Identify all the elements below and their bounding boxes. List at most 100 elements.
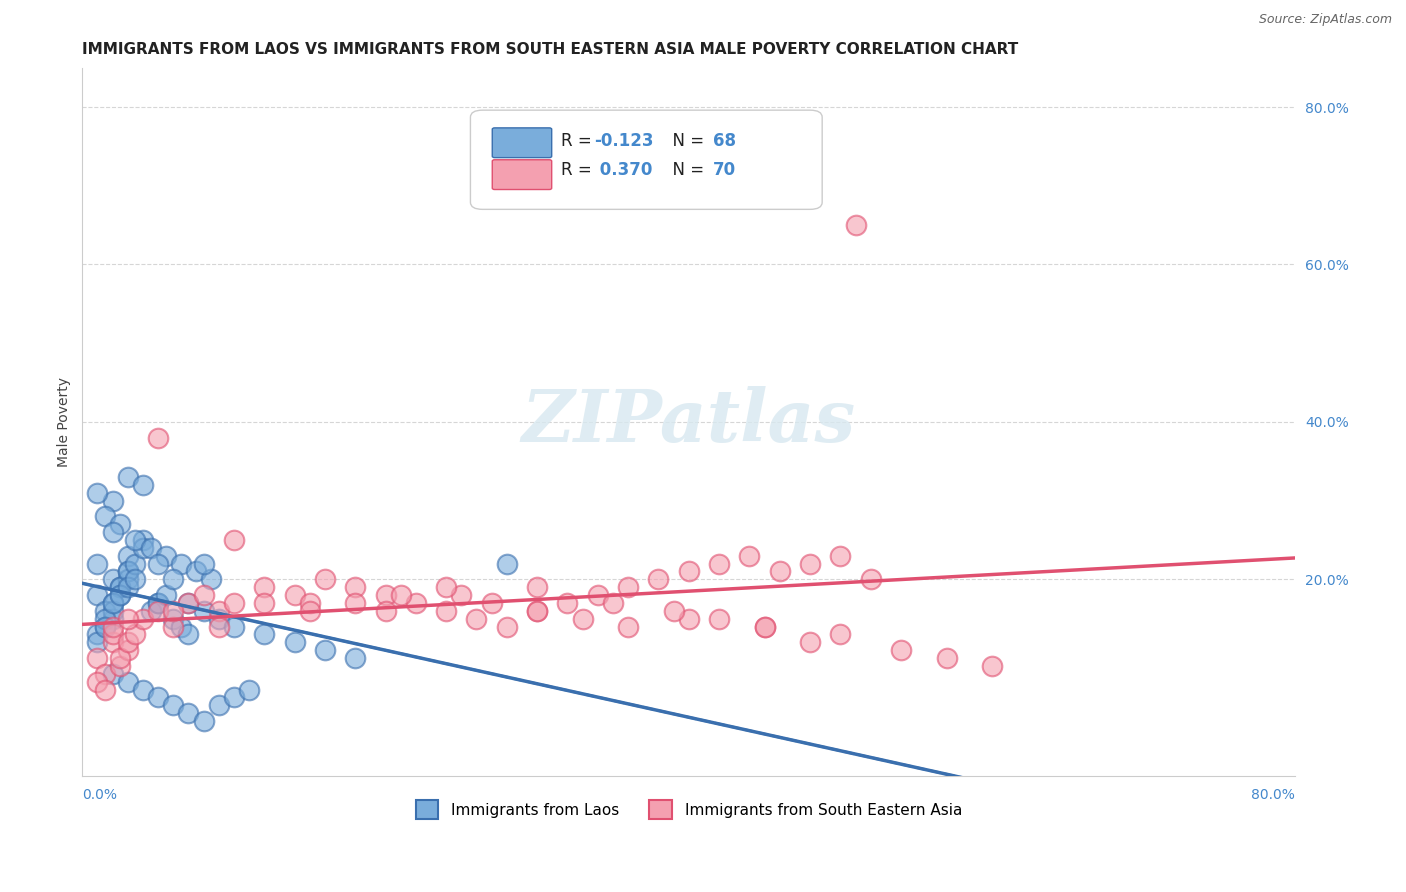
Point <box>146 604 169 618</box>
Point <box>434 580 457 594</box>
Point <box>253 580 276 594</box>
Point <box>754 619 776 633</box>
Point <box>94 619 117 633</box>
Point <box>799 557 821 571</box>
Point <box>124 533 146 547</box>
Point <box>738 549 761 563</box>
Point <box>86 485 108 500</box>
Point <box>117 674 139 689</box>
Text: ZIPatlas: ZIPatlas <box>522 386 856 458</box>
Point <box>283 588 305 602</box>
Point <box>374 604 396 618</box>
Point <box>94 604 117 618</box>
Point <box>193 588 215 602</box>
Point <box>132 478 155 492</box>
Point <box>117 612 139 626</box>
Point <box>108 588 131 602</box>
Point <box>101 525 124 540</box>
Point <box>101 596 124 610</box>
Point <box>94 682 117 697</box>
Point <box>101 573 124 587</box>
Point <box>662 604 685 618</box>
Point <box>890 643 912 657</box>
Point <box>314 643 336 657</box>
Point <box>94 666 117 681</box>
Point <box>132 682 155 697</box>
Point <box>647 573 669 587</box>
Point <box>117 580 139 594</box>
Point <box>450 588 472 602</box>
Text: 0.0%: 0.0% <box>83 788 117 802</box>
Text: Source: ZipAtlas.com: Source: ZipAtlas.com <box>1258 13 1392 27</box>
Point <box>184 565 207 579</box>
Point <box>208 619 231 633</box>
Point <box>283 635 305 649</box>
Point <box>101 493 124 508</box>
Text: N =: N = <box>662 161 710 179</box>
Point <box>222 533 245 547</box>
Point <box>238 682 260 697</box>
Point <box>86 627 108 641</box>
Point <box>117 643 139 657</box>
Point <box>344 596 367 610</box>
FancyBboxPatch shape <box>471 110 823 210</box>
Point <box>526 604 548 618</box>
Point <box>117 573 139 587</box>
Point <box>94 612 117 626</box>
Point <box>101 627 124 641</box>
Point <box>146 690 169 705</box>
Point <box>162 619 184 633</box>
Point <box>298 604 321 618</box>
Point <box>208 698 231 713</box>
Point <box>374 588 396 602</box>
Point <box>117 470 139 484</box>
Point <box>208 604 231 618</box>
Point <box>389 588 412 602</box>
Point <box>162 573 184 587</box>
Point <box>101 619 124 633</box>
Point <box>146 557 169 571</box>
Point <box>707 557 730 571</box>
Point <box>86 651 108 665</box>
Point <box>193 557 215 571</box>
Point <box>86 635 108 649</box>
Point <box>571 612 593 626</box>
Point <box>557 596 579 610</box>
Point <box>859 573 882 587</box>
Point <box>344 580 367 594</box>
Point <box>200 573 222 587</box>
Point <box>799 635 821 649</box>
Point <box>94 509 117 524</box>
Point <box>678 565 700 579</box>
Point <box>222 690 245 705</box>
Point <box>101 604 124 618</box>
Text: R =: R = <box>561 132 598 150</box>
Point <box>162 604 184 618</box>
Point <box>170 619 193 633</box>
Point <box>117 635 139 649</box>
Point <box>146 596 169 610</box>
Text: 80.0%: 80.0% <box>1251 788 1295 802</box>
Point <box>617 619 640 633</box>
Point <box>108 580 131 594</box>
Legend: Immigrants from Laos, Immigrants from South Eastern Asia: Immigrants from Laos, Immigrants from So… <box>409 795 969 825</box>
Point <box>177 596 200 610</box>
Point <box>101 666 124 681</box>
Text: IMMIGRANTS FROM LAOS VS IMMIGRANTS FROM SOUTH EASTERN ASIA MALE POVERTY CORRELAT: IMMIGRANTS FROM LAOS VS IMMIGRANTS FROM … <box>83 42 1018 57</box>
Y-axis label: Male Poverty: Male Poverty <box>58 377 72 467</box>
Point <box>935 651 957 665</box>
Text: N =: N = <box>662 132 710 150</box>
Point <box>314 573 336 587</box>
FancyBboxPatch shape <box>492 128 551 158</box>
Point <box>495 619 517 633</box>
Point <box>981 659 1004 673</box>
Point <box>253 627 276 641</box>
Point <box>495 557 517 571</box>
Point <box>830 627 852 641</box>
Point <box>94 619 117 633</box>
Point <box>124 557 146 571</box>
Point <box>177 706 200 721</box>
Point <box>586 588 609 602</box>
Point <box>465 612 488 626</box>
Text: 70: 70 <box>713 161 737 179</box>
